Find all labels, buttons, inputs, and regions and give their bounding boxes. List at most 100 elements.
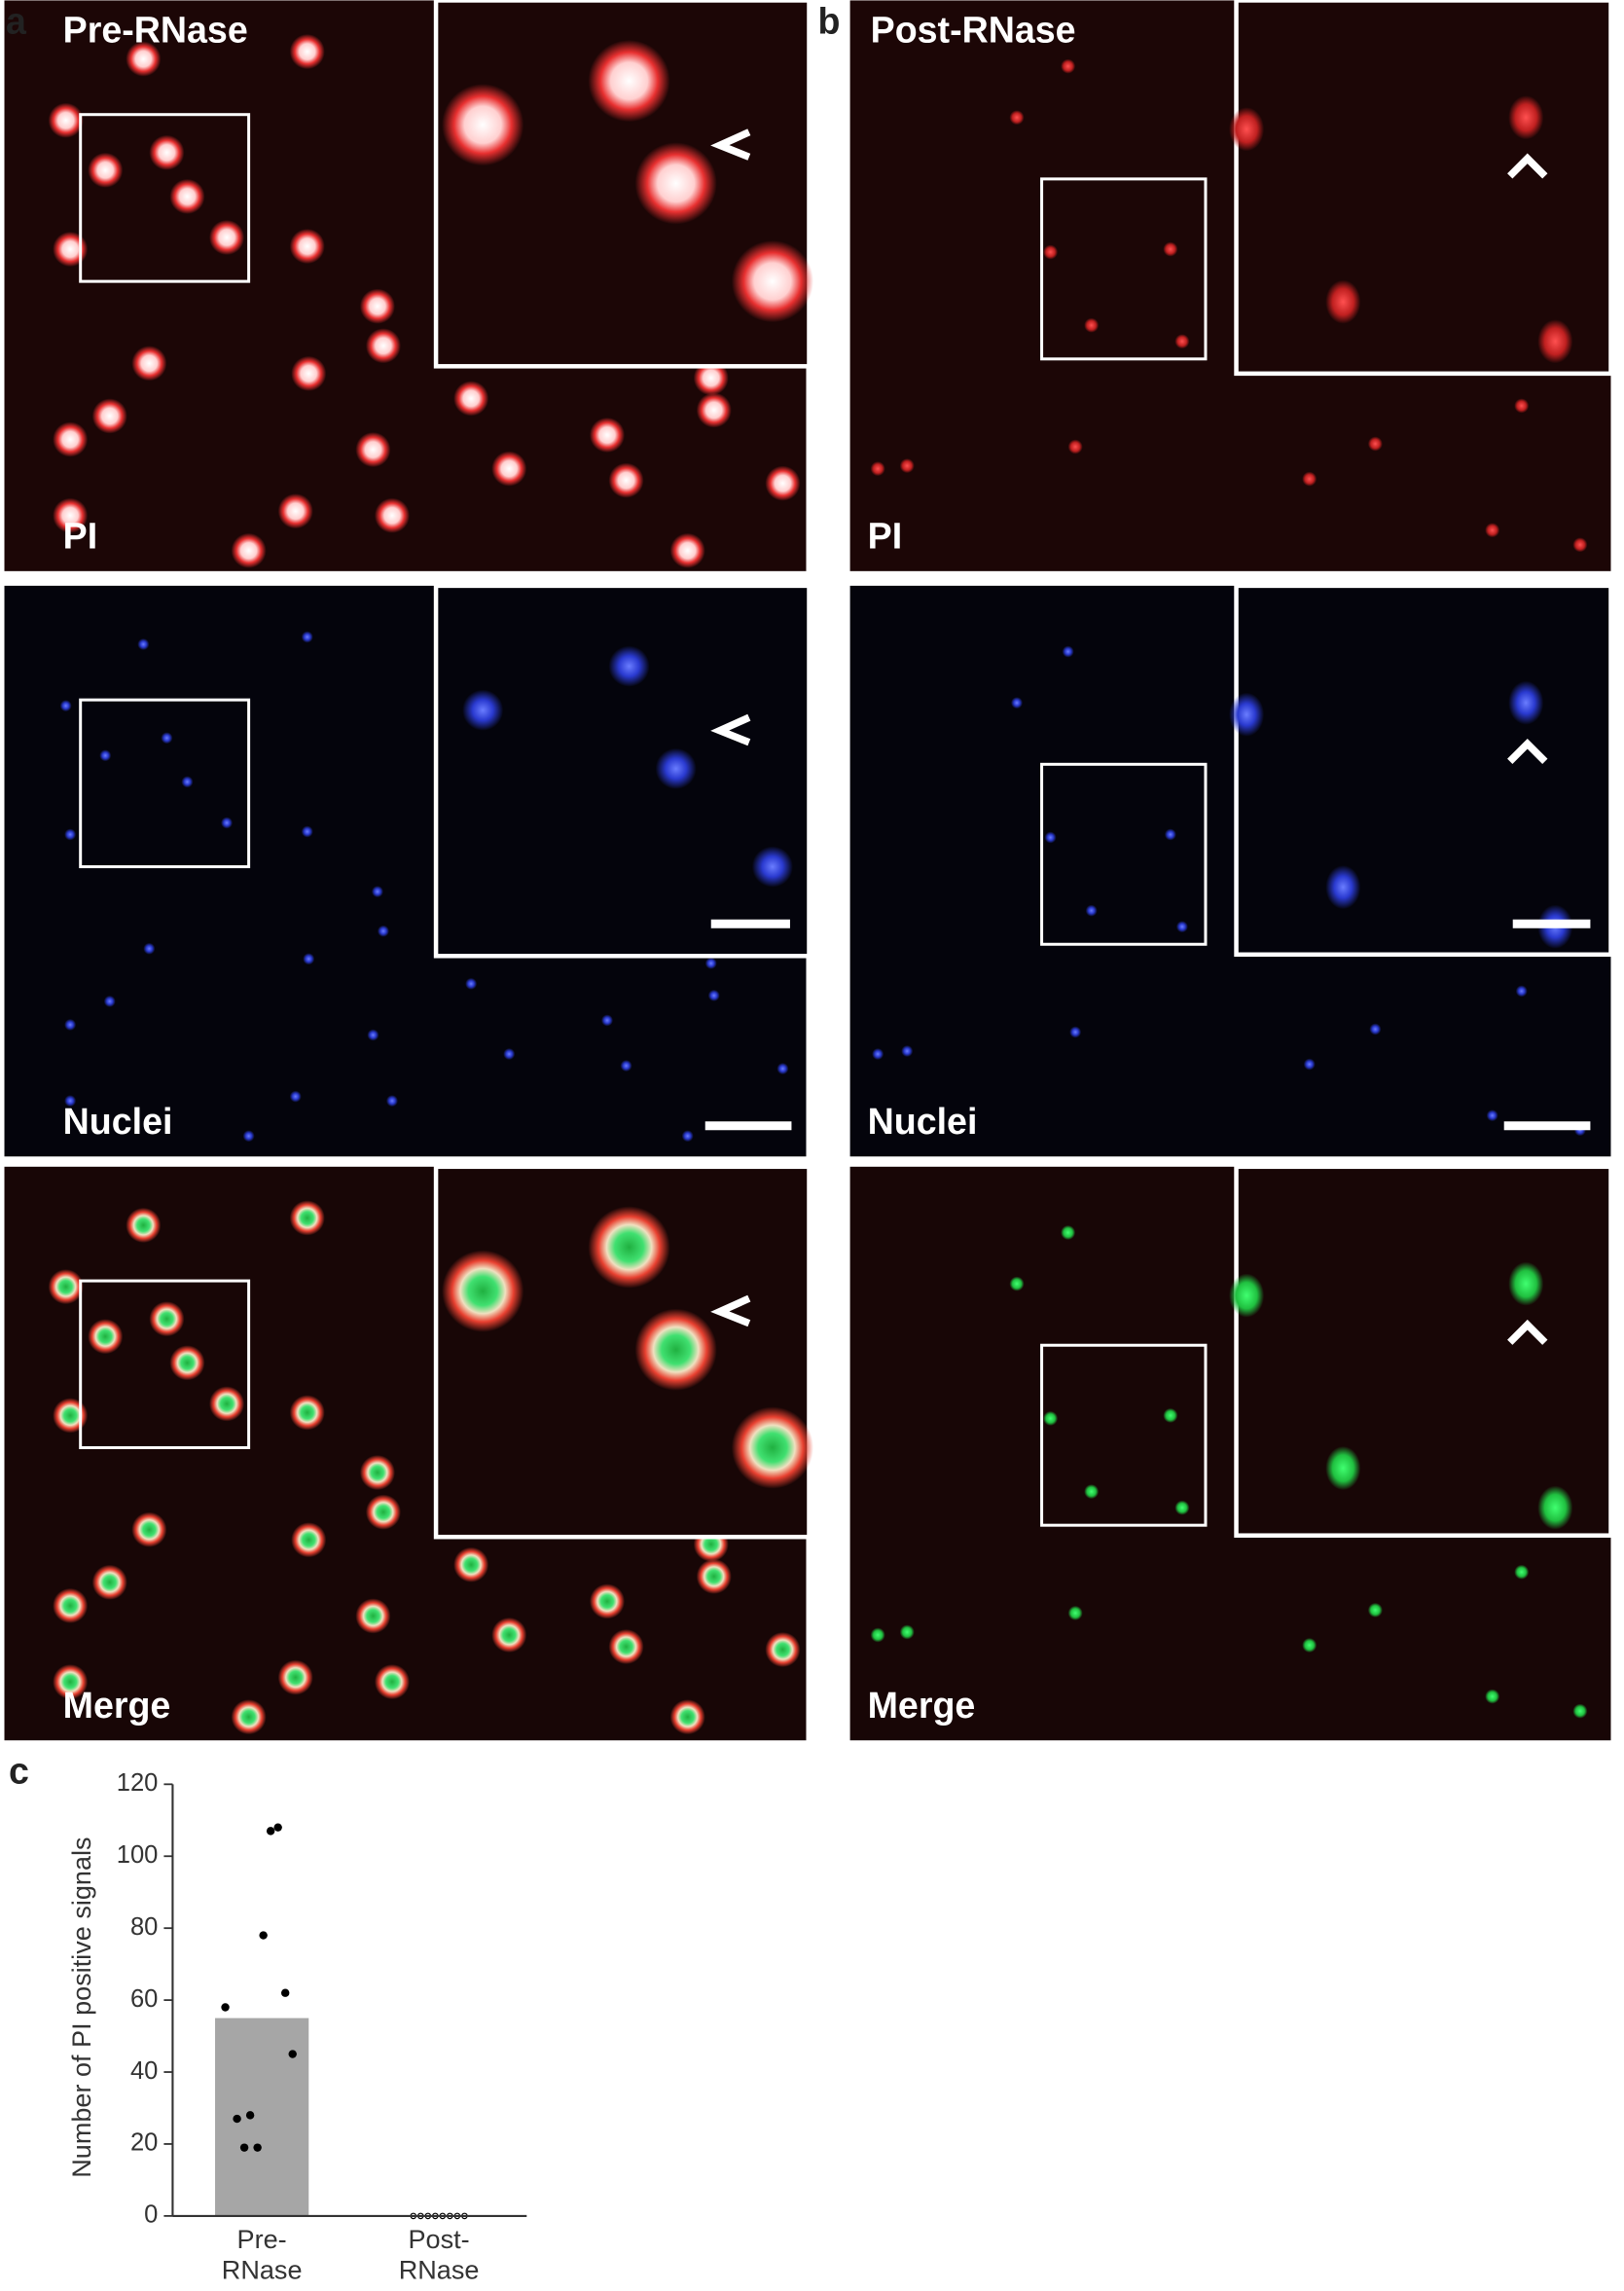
cell	[209, 1386, 245, 1422]
cell	[48, 102, 84, 138]
cell	[899, 1624, 915, 1640]
inset	[1234, 1164, 1613, 1538]
nucleus	[1164, 828, 1176, 841]
cell	[91, 1564, 127, 1600]
cell	[1229, 107, 1265, 152]
cell	[1508, 1261, 1544, 1306]
cell	[1084, 317, 1100, 333]
cell	[231, 532, 267, 568]
nucleus	[655, 747, 697, 789]
cell	[88, 1319, 124, 1355]
nucleus	[776, 1063, 789, 1075]
channel-label: PI	[868, 516, 903, 557]
cell	[277, 1659, 313, 1695]
nucleus	[707, 989, 720, 1001]
arrowhead	[1507, 1319, 1548, 1345]
cell	[289, 1200, 325, 1236]
inset	[433, 583, 812, 959]
cell	[53, 1587, 89, 1623]
roi-box	[79, 698, 251, 869]
cell	[765, 1631, 801, 1668]
cell	[126, 1207, 162, 1243]
cell	[91, 398, 127, 434]
cell	[374, 497, 411, 533]
nucleus	[462, 689, 504, 731]
cell	[289, 34, 325, 70]
bar	[215, 2018, 309, 2216]
cell	[1508, 680, 1544, 725]
cell	[126, 41, 162, 77]
roi-box	[1040, 177, 1208, 361]
data-point	[239, 2143, 249, 2152]
micrograph: PI	[849, 0, 1613, 571]
nucleus	[161, 732, 173, 745]
channel-label: PI	[63, 516, 98, 557]
roi-box	[1040, 762, 1208, 946]
cell	[442, 1250, 524, 1332]
y-tick-label: 80	[130, 1913, 158, 1941]
nucleus	[1044, 831, 1057, 844]
cell	[1508, 95, 1544, 140]
micrograph: Merge	[849, 1164, 1613, 1741]
panel-letter: c	[9, 1751, 29, 1792]
cell	[588, 1206, 670, 1289]
cell	[1043, 1410, 1059, 1426]
cell	[53, 1664, 89, 1700]
cell	[1061, 58, 1076, 74]
cell	[1084, 1484, 1100, 1500]
nucleus	[608, 645, 650, 687]
cell	[634, 1308, 717, 1391]
panel-letter: b	[818, 0, 841, 41]
data-point	[288, 2050, 297, 2058]
cell	[1163, 1407, 1178, 1423]
cell	[209, 219, 245, 256]
nucleus	[503, 1048, 516, 1061]
nucleus	[301, 825, 313, 838]
inset	[1234, 0, 1613, 377]
cell	[608, 462, 644, 498]
cell	[1572, 537, 1588, 553]
cell	[131, 1511, 167, 1547]
nucleus	[64, 1095, 77, 1108]
data-point	[273, 1823, 282, 1832]
nucleus	[99, 749, 112, 762]
x-tick-label-box: Pre- RNase	[222, 2225, 303, 2284]
cell	[231, 1699, 267, 1735]
cell	[491, 1617, 527, 1653]
arrowhead	[1507, 738, 1548, 764]
cell	[291, 355, 327, 391]
roi-box	[1040, 1343, 1208, 1527]
nucleus	[872, 1048, 884, 1061]
cell	[1514, 398, 1530, 414]
cell	[693, 360, 729, 396]
cell	[359, 1455, 395, 1491]
cell	[169, 178, 205, 214]
nucleus	[1175, 921, 1188, 933]
cell	[1302, 1637, 1317, 1653]
nucleus	[704, 957, 717, 969]
cell	[731, 240, 814, 323]
channel-label: Nuclei	[868, 1101, 978, 1142]
cell	[696, 392, 732, 428]
panel-title: Pre-RNase	[63, 9, 248, 50]
nucleus	[181, 776, 194, 788]
cell	[1302, 471, 1317, 487]
panel-letter: a	[6, 0, 27, 41]
nucleus	[377, 925, 389, 937]
arrowhead	[710, 128, 751, 161]
cell	[1485, 1689, 1500, 1704]
data-point	[253, 2143, 262, 2152]
cell	[131, 345, 167, 382]
nucleus	[303, 953, 315, 965]
nucleus	[465, 977, 478, 990]
cell	[1163, 241, 1178, 257]
cell	[277, 493, 313, 529]
arrowhead	[710, 1294, 751, 1327]
cell	[365, 328, 401, 364]
cell	[870, 1627, 885, 1643]
cell	[1367, 436, 1383, 452]
cell	[1514, 1564, 1530, 1580]
cell	[731, 1406, 814, 1489]
y-tick-label: 120	[117, 1769, 159, 1797]
channel-label: Merge	[63, 1685, 171, 1726]
